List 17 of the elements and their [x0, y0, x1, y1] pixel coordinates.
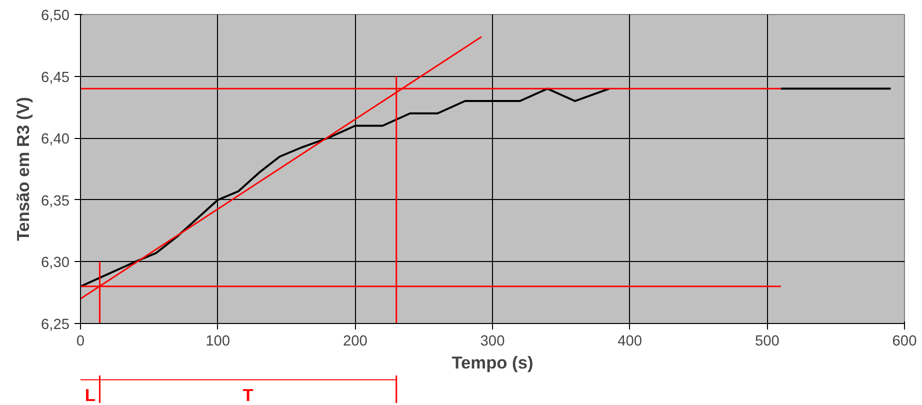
y-tick-label: 6,45: [40, 70, 70, 86]
x-tick-label: 200: [342, 334, 368, 350]
text: T: [242, 385, 254, 405]
x-tick-label: 0: [76, 334, 85, 350]
y-tick-label: 6,35: [40, 193, 70, 210]
x-axis-title: Tempo (s): [452, 352, 534, 372]
text: L: [84, 385, 96, 405]
x-tick-label: 300: [480, 334, 505, 350]
y-tick-label: 6,30: [40, 255, 70, 272]
x-tick-label: 400: [618, 334, 642, 350]
y-tick-label: 6,50: [40, 8, 70, 24]
y-tick-label: 6,40: [40, 132, 70, 148]
x-tick-label: 600: [892, 334, 917, 350]
x-tick-label: 500: [754, 334, 780, 350]
y-axis-title: Tensão em R3 (V): [12, 96, 33, 242]
x-tick-label: 100: [206, 334, 230, 350]
y-tick-label: 6,25: [40, 317, 70, 333]
